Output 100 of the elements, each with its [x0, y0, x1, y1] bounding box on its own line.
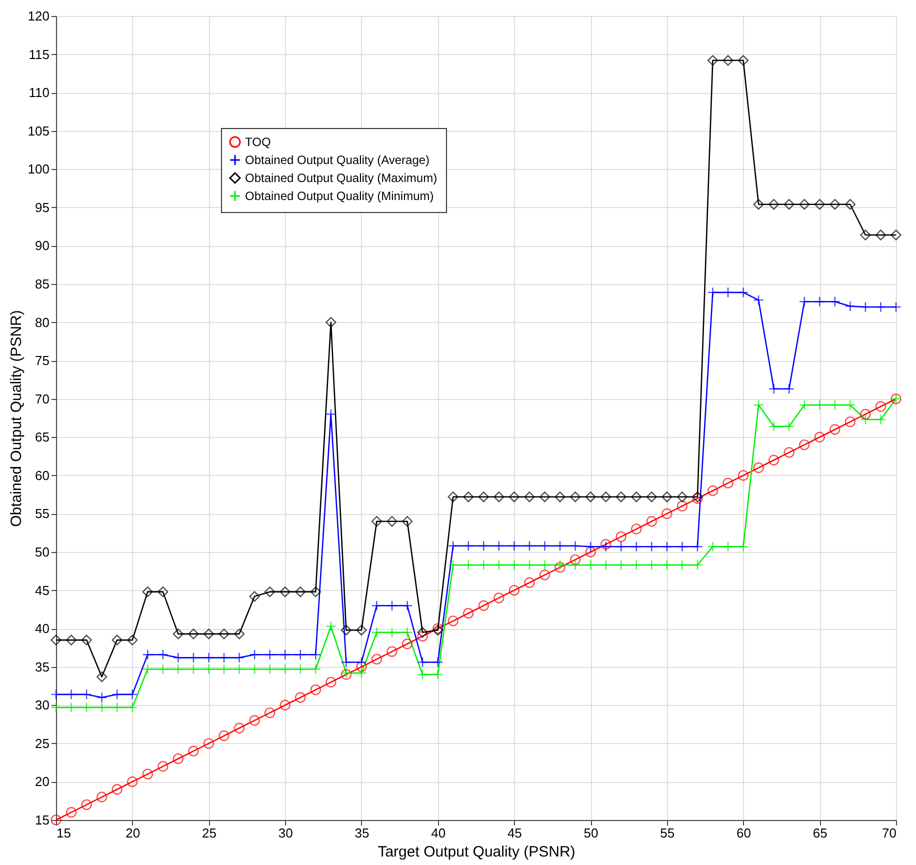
point	[172, 664, 184, 674]
point	[784, 199, 794, 210]
point	[218, 730, 230, 742]
point	[662, 508, 672, 520]
point	[356, 668, 367, 678]
point	[830, 199, 840, 210]
point	[676, 492, 688, 502]
point	[738, 287, 749, 298]
point	[66, 634, 77, 646]
point	[616, 560, 626, 570]
y-tick-label: 50	[35, 544, 50, 560]
point	[81, 702, 92, 713]
point	[310, 586, 321, 598]
y-tick-label: 100	[28, 162, 50, 177]
point	[631, 560, 642, 570]
y-tick-label: 20	[35, 774, 50, 790]
legend-label: Obtained Output Quality (Minimum)	[245, 189, 434, 203]
point	[799, 296, 810, 307]
y-tick-label: 55	[35, 506, 50, 522]
point	[753, 462, 764, 474]
point	[494, 492, 504, 502]
point	[188, 628, 199, 640]
point	[264, 707, 276, 718]
point	[310, 664, 321, 674]
point	[722, 55, 734, 66]
point	[326, 620, 336, 632]
point	[172, 628, 184, 640]
x-tick-label: 50	[584, 826, 598, 840]
point	[448, 540, 458, 552]
point	[768, 384, 780, 394]
point	[768, 454, 780, 466]
point	[127, 702, 138, 713]
point	[463, 560, 474, 570]
point	[234, 652, 245, 664]
point	[799, 199, 810, 210]
point	[249, 715, 260, 726]
point	[830, 400, 840, 410]
point	[172, 753, 184, 764]
point	[112, 689, 122, 700]
point	[631, 524, 642, 534]
point	[203, 738, 214, 749]
point	[264, 586, 276, 598]
point	[554, 560, 566, 570]
point	[356, 662, 367, 672]
legend-label: Obtained Output Quality (Maximum)	[245, 171, 438, 185]
point	[417, 630, 428, 642]
point	[127, 634, 138, 646]
point	[326, 676, 336, 688]
point	[234, 722, 245, 734]
point	[707, 287, 718, 298]
legend-label: TOQ	[245, 135, 271, 149]
point	[356, 656, 367, 668]
point	[844, 400, 856, 410]
point	[768, 199, 780, 210]
x-tick-label: 45	[507, 826, 522, 840]
point	[692, 541, 703, 552]
point	[432, 656, 444, 668]
y-tick-label: 25	[35, 736, 50, 751]
point	[448, 616, 458, 626]
point	[508, 540, 520, 552]
point	[81, 799, 92, 810]
point	[249, 649, 260, 660]
point	[585, 541, 596, 552]
point	[784, 421, 794, 432]
point	[280, 700, 290, 710]
point	[371, 627, 382, 638]
point	[860, 230, 871, 240]
point	[280, 664, 290, 674]
point	[188, 664, 199, 674]
y-tick-label: 75	[35, 353, 50, 368]
point	[676, 560, 688, 570]
point	[142, 586, 153, 598]
y-tick-label: 95	[35, 200, 50, 215]
y-tick-label: 80	[35, 314, 50, 330]
point	[890, 302, 902, 312]
point	[738, 55, 749, 66]
point	[508, 492, 520, 502]
point	[417, 656, 428, 668]
point	[524, 577, 535, 588]
point	[356, 624, 367, 636]
point	[96, 792, 108, 802]
point	[371, 600, 382, 611]
y-tick-label: 70	[35, 391, 50, 406]
point	[478, 600, 489, 611]
x-tick-label: 65	[812, 826, 828, 840]
point	[188, 652, 199, 664]
point	[50, 702, 62, 713]
point	[50, 634, 62, 646]
point	[494, 560, 504, 570]
point	[96, 692, 108, 703]
point	[539, 570, 550, 580]
point	[218, 628, 230, 640]
y-tick-label: 35	[35, 659, 50, 674]
point	[707, 541, 718, 552]
point	[784, 384, 794, 394]
point	[402, 600, 413, 611]
point	[142, 768, 153, 780]
point	[662, 492, 672, 502]
point	[112, 702, 122, 713]
point	[386, 627, 398, 638]
